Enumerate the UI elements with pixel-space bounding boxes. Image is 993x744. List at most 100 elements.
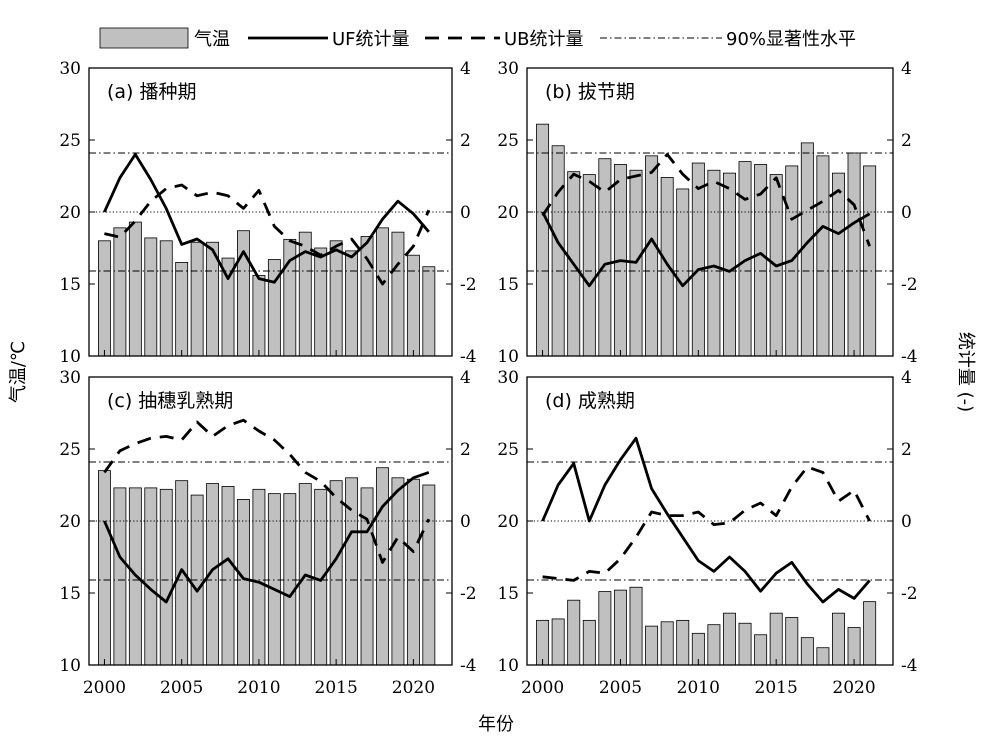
y2-tick-label: -4 [901, 347, 918, 367]
temperature-bar [722, 172, 736, 357]
y-tick-label: 15 [59, 275, 81, 295]
uf-line [103, 152, 430, 284]
uf-line [541, 436, 871, 604]
y2-tick-label: -2 [901, 275, 918, 295]
legend-label: UB统计量 [504, 29, 584, 50]
temperature-bar [345, 250, 359, 357]
x-tick-label: 2020 [392, 678, 435, 698]
y2-tick-label: -4 [901, 656, 918, 676]
temperature-bar [98, 470, 111, 666]
temperature-bar [175, 261, 189, 357]
y2-tick-label: 0 [901, 203, 912, 223]
y-tick-label: 30 [59, 368, 81, 388]
x-tick-label: 2000 [521, 678, 564, 698]
y-tick-label: 20 [59, 203, 81, 223]
temperature-bar [769, 612, 783, 666]
y2-tick-label: -2 [460, 275, 477, 295]
temperature-bar [267, 493, 281, 666]
y-tick-label: 10 [497, 656, 519, 676]
temperature-bar [629, 586, 643, 666]
y-tick-label: 25 [59, 440, 81, 460]
temperature-bar [676, 188, 690, 357]
x-tick-label: 2020 [832, 678, 875, 698]
x-axis-label: 年份 [478, 714, 514, 735]
temperature-bar [237, 230, 250, 357]
temperature-bar [832, 172, 845, 357]
temperature-bar [785, 617, 799, 666]
y-tick-label: 25 [497, 440, 519, 460]
temperature-bar [221, 486, 235, 666]
y-tick-label: 30 [497, 368, 519, 388]
temperature-bar [660, 177, 674, 357]
legend-item: 90%显著性水平 [600, 29, 856, 50]
temperature-bar [376, 467, 389, 666]
temperature-bar [406, 478, 420, 666]
temperature-bar [567, 599, 581, 666]
y2-tick-label: 2 [901, 440, 912, 460]
y-tick-label: 10 [59, 656, 81, 676]
y2-tick-label: -2 [460, 584, 477, 604]
temperature-bar [159, 488, 173, 666]
temperature-bar [863, 165, 877, 357]
temperature-bar [645, 155, 659, 357]
temperature-bar [314, 247, 328, 357]
temperature-bar [551, 618, 565, 666]
panel: 10 15 20 25 30 -4 -2 0 2 4 (b) 拔节期 [497, 59, 917, 367]
temperature-bar [237, 498, 250, 666]
temperature-bar [582, 174, 596, 357]
x-tick-label: 2010 [677, 678, 720, 698]
temperature-bar [422, 266, 436, 357]
y-tick-label: 15 [497, 275, 519, 295]
panel-title: (a) 播种期 [107, 81, 197, 103]
temperature-bar [159, 240, 173, 357]
temperature-bar [391, 477, 405, 666]
temperature-bar [422, 484, 436, 666]
y2-tick-label: -4 [460, 656, 477, 676]
y-tick-label: 20 [497, 203, 519, 223]
x-tick-label: 2015 [755, 678, 798, 698]
ub-line [103, 418, 431, 564]
y2-tick-label: 2 [460, 131, 471, 151]
temperature-bar [832, 612, 845, 666]
panel: 10 15 20 25 30 -4 -2 0 2 4 (a) 播种期 [59, 59, 476, 367]
legend-label: UF统计量 [332, 29, 410, 50]
panel-title: (d) 成熟期 [545, 390, 635, 412]
temperature-bar [329, 240, 343, 357]
temperature-bar [113, 227, 127, 357]
temperature-bar [536, 123, 550, 357]
temperature-bar [816, 647, 830, 666]
temperature-bar [847, 152, 861, 357]
temperature-bar [406, 254, 420, 357]
temperature-bar [190, 241, 204, 357]
temperature-bar [113, 487, 127, 666]
y-tick-label: 10 [497, 347, 519, 367]
x-tick-label: 2010 [237, 678, 280, 698]
temperature-bar [598, 591, 612, 666]
temperature-bar [376, 227, 389, 357]
y-tick-label: 20 [497, 512, 519, 532]
temperature-bar [283, 493, 297, 666]
temperature-bar [98, 240, 111, 357]
y2-tick-label: 0 [460, 203, 471, 223]
y-tick-label: 15 [59, 584, 81, 604]
temperature-bar [676, 619, 690, 666]
temperature-bar [360, 236, 374, 357]
temperature-bar [645, 625, 659, 666]
temperature-bar [582, 619, 596, 666]
temperature-bar [329, 480, 343, 666]
uf-line [541, 211, 871, 288]
temperature-bar [816, 155, 830, 357]
y2-tick-label: 0 [901, 512, 912, 532]
y-tick-label: 25 [497, 131, 519, 151]
temperature-bar [314, 488, 328, 666]
x-tick-label: 2005 [160, 678, 203, 698]
temperature-bar [252, 274, 266, 357]
temperature-bar [863, 601, 877, 666]
temperature-bar [360, 487, 374, 666]
legend-swatch-bar [99, 27, 189, 49]
temperature-bar [536, 619, 550, 666]
y-tick-label: 15 [497, 584, 519, 604]
y-tick-label: 10 [59, 347, 81, 367]
panel: 10 15 20 25 30 -4 -2 0 2 4 2000 2005 2010 2015 2020 (d)… [497, 368, 917, 698]
